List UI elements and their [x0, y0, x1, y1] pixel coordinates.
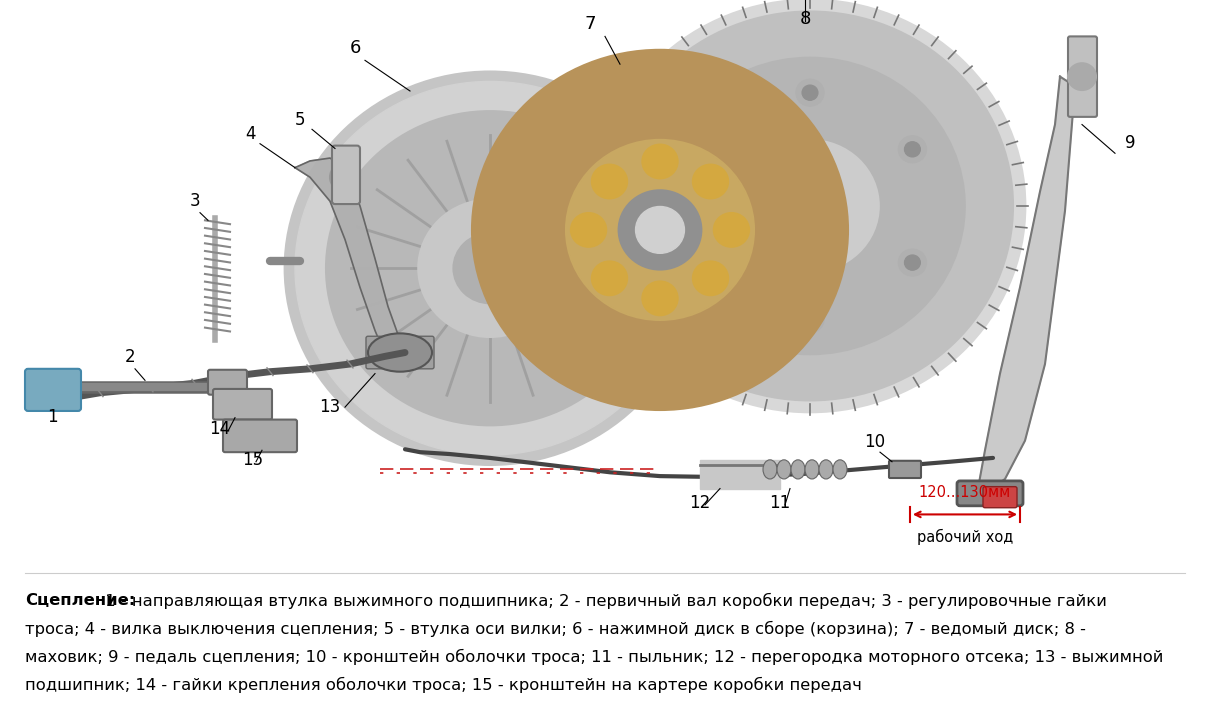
Text: Сцепление:: Сцепление:	[25, 593, 136, 608]
FancyBboxPatch shape	[213, 389, 272, 420]
Text: 2: 2	[125, 348, 136, 366]
FancyBboxPatch shape	[983, 487, 1016, 508]
FancyBboxPatch shape	[223, 420, 296, 452]
Circle shape	[472, 50, 848, 410]
Ellipse shape	[777, 460, 791, 479]
Text: маховик; 9 - педаль сцепления; 10 - кронштейн оболочки троса; 11 - пыльник; 12 -: маховик; 9 - педаль сцепления; 10 - крон…	[25, 649, 1163, 665]
Text: 13: 13	[319, 398, 341, 416]
Circle shape	[330, 163, 361, 192]
Text: троса; 4 - вилка выключения сцепления; 5 - втулка оси вилки; 6 - нажимной диск в: троса; 4 - вилка выключения сцепления; 5…	[25, 621, 1085, 637]
Ellipse shape	[368, 333, 432, 372]
Circle shape	[618, 190, 702, 269]
Text: 8: 8	[800, 9, 811, 27]
FancyBboxPatch shape	[208, 370, 247, 395]
FancyBboxPatch shape	[957, 481, 1022, 506]
Ellipse shape	[832, 460, 847, 479]
Ellipse shape	[764, 460, 777, 479]
Circle shape	[693, 136, 721, 163]
Text: 11: 11	[770, 494, 790, 512]
Circle shape	[566, 140, 754, 320]
FancyBboxPatch shape	[332, 145, 361, 204]
Circle shape	[592, 164, 628, 199]
Circle shape	[898, 136, 927, 163]
Circle shape	[699, 142, 715, 157]
Text: рабочий ход: рабочий ход	[917, 528, 1013, 545]
Ellipse shape	[791, 460, 805, 479]
Circle shape	[419, 199, 561, 337]
Circle shape	[643, 144, 678, 179]
Text: 3: 3	[190, 192, 201, 210]
Ellipse shape	[819, 460, 832, 479]
Circle shape	[692, 164, 728, 199]
Text: 1: 1	[47, 408, 57, 426]
Polygon shape	[701, 460, 780, 489]
Text: 10: 10	[864, 433, 886, 451]
Circle shape	[643, 281, 678, 315]
Circle shape	[635, 207, 685, 253]
Circle shape	[796, 306, 824, 333]
FancyBboxPatch shape	[365, 336, 434, 369]
Circle shape	[699, 255, 715, 270]
Text: 1 - направляющая втулка выжимного подшипника; 2 - первичный вал коробки передач;: 1 - направляющая втулка выжимного подшип…	[100, 593, 1107, 609]
Circle shape	[904, 255, 921, 270]
Polygon shape	[295, 158, 415, 364]
Circle shape	[693, 249, 721, 276]
FancyBboxPatch shape	[1068, 37, 1097, 117]
Circle shape	[802, 85, 818, 100]
Text: 12: 12	[690, 494, 710, 512]
Circle shape	[796, 79, 824, 106]
Polygon shape	[978, 76, 1074, 493]
Circle shape	[325, 111, 653, 426]
Text: 14: 14	[209, 420, 231, 438]
Circle shape	[780, 177, 840, 235]
Text: 15: 15	[242, 451, 264, 469]
Text: подшипник; 14 - гайки крепления оболочки троса; 15 - кронштейн на картере коробк: подшипник; 14 - гайки крепления оболочки…	[25, 677, 862, 693]
Circle shape	[571, 212, 606, 247]
Circle shape	[295, 81, 685, 455]
Text: 4: 4	[244, 125, 255, 143]
Circle shape	[595, 0, 1025, 412]
Circle shape	[904, 142, 921, 157]
Text: 9: 9	[1125, 135, 1135, 153]
Text: 5: 5	[295, 111, 305, 129]
FancyBboxPatch shape	[889, 461, 921, 478]
Polygon shape	[30, 374, 75, 407]
Circle shape	[802, 312, 818, 327]
Text: 7: 7	[584, 14, 595, 32]
Text: 120...130мм: 120...130мм	[918, 485, 1012, 500]
Circle shape	[714, 212, 749, 247]
Circle shape	[898, 249, 927, 276]
FancyBboxPatch shape	[25, 369, 81, 411]
Text: 6: 6	[350, 39, 361, 57]
Circle shape	[1068, 63, 1096, 90]
Circle shape	[286, 72, 695, 464]
Circle shape	[655, 58, 964, 354]
Circle shape	[592, 261, 628, 295]
Circle shape	[742, 140, 878, 272]
Circle shape	[607, 12, 1013, 400]
Circle shape	[453, 233, 526, 304]
Ellipse shape	[805, 460, 819, 479]
Circle shape	[692, 261, 728, 295]
